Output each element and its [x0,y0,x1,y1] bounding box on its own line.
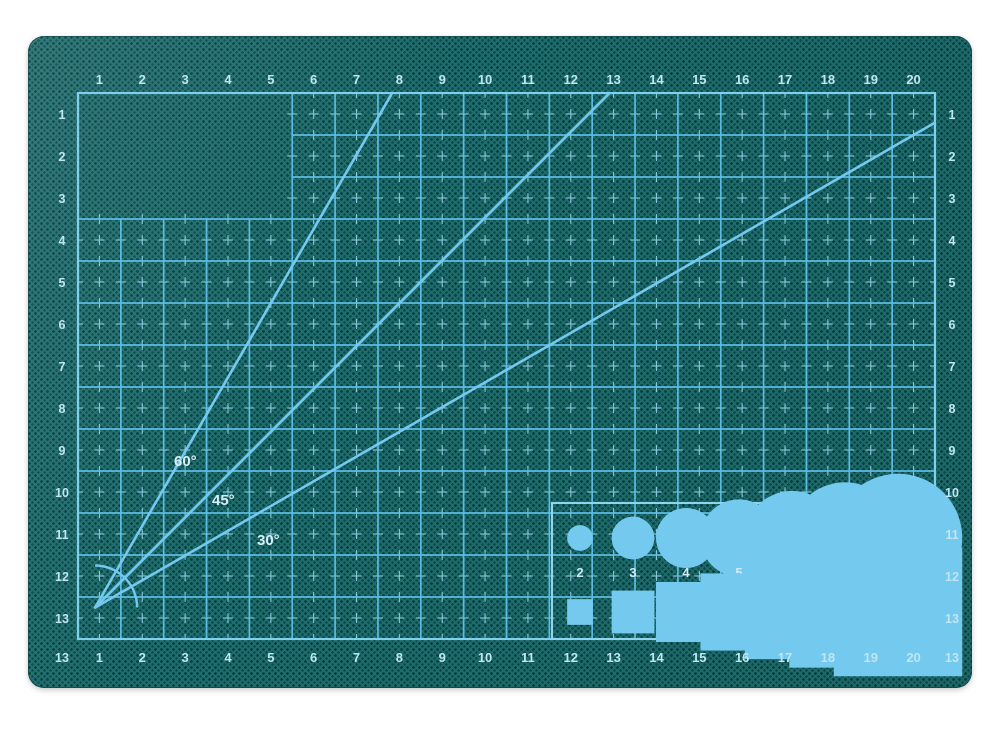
cutting-mat-body [28,36,972,688]
mat-sheen-overlay [28,36,972,688]
mat-edge-highlight [28,36,972,688]
